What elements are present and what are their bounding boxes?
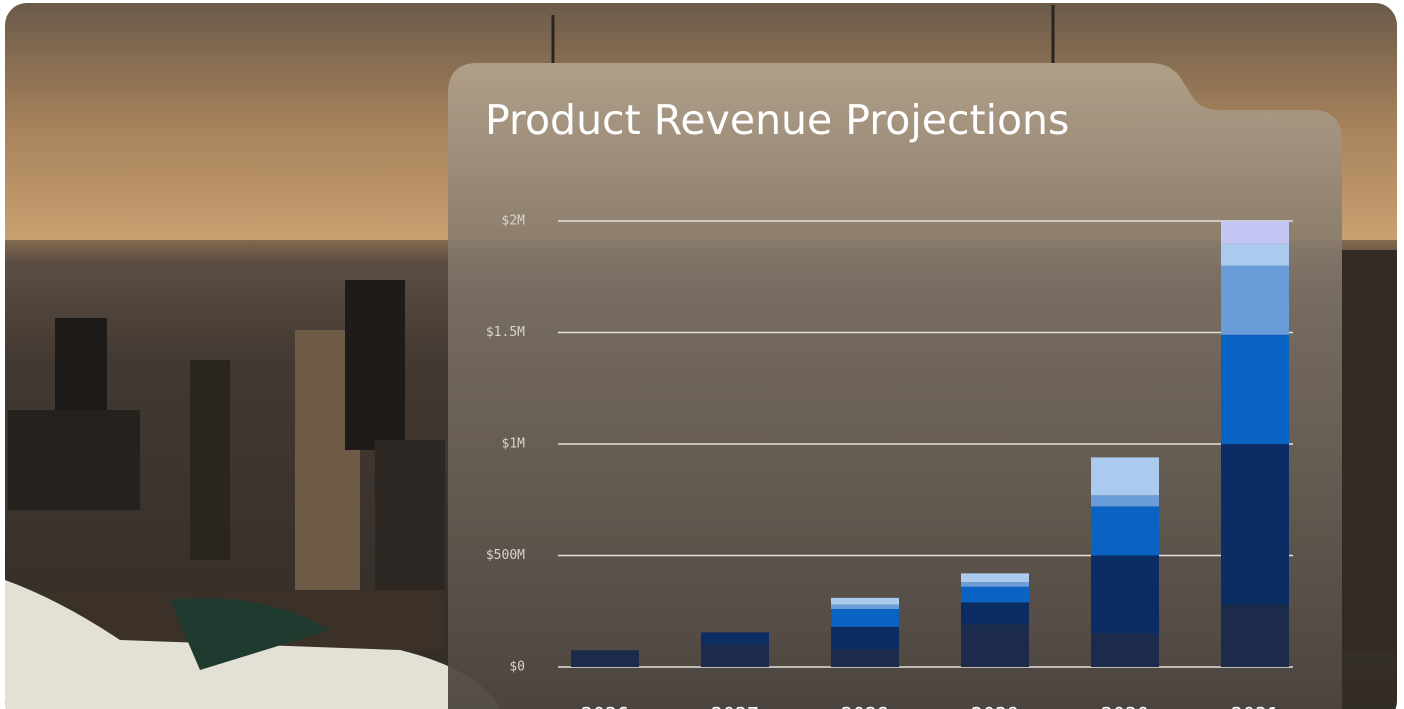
bar-segment: [961, 573, 1029, 583]
x-tick-label: 2030: [1101, 703, 1149, 709]
y-tick-label: $1.5M: [486, 325, 525, 340]
x-tick-label: 2027: [711, 703, 759, 709]
bar-segment: [831, 626, 899, 650]
bar-segment: [1091, 633, 1159, 667]
bar-segment: [831, 649, 899, 667]
x-tick-label: 2026: [581, 703, 629, 709]
bar-segment: [701, 644, 769, 667]
y-tick-label: $500M: [486, 548, 525, 563]
bar-segment: [961, 586, 1029, 603]
y-tick-label: $0: [509, 660, 525, 675]
x-tick-label: 2031: [1231, 703, 1279, 709]
bar-segment: [961, 602, 1029, 625]
y-tick-label: $1M: [502, 437, 526, 452]
bar-segment: [1221, 221, 1289, 244]
bar-segment: [1091, 495, 1159, 507]
bar-segment: [831, 604, 899, 610]
bar-segment: [1221, 243, 1289, 266]
bar-segment: [831, 597, 899, 605]
x-tick-label: 2029: [971, 703, 1019, 709]
bar-segment: [1221, 334, 1289, 444]
bar-segment: [1221, 265, 1289, 335]
bar-segment: [571, 650, 639, 667]
bar-segment: [1091, 506, 1159, 556]
bar-segment: [1091, 555, 1159, 634]
bar-segment: [1221, 604, 1289, 667]
bar-segment: [1221, 444, 1289, 605]
chart-title: Product Revenue Projections: [485, 96, 1069, 144]
bar-segment: [831, 609, 899, 627]
y-tick-label: $2M: [502, 214, 526, 229]
bar-segment: [961, 582, 1029, 587]
bar-segment: [961, 624, 1029, 667]
bar-segment: [1091, 457, 1159, 496]
bar-segment: [701, 632, 769, 645]
x-tick-label: 2028: [841, 703, 889, 709]
